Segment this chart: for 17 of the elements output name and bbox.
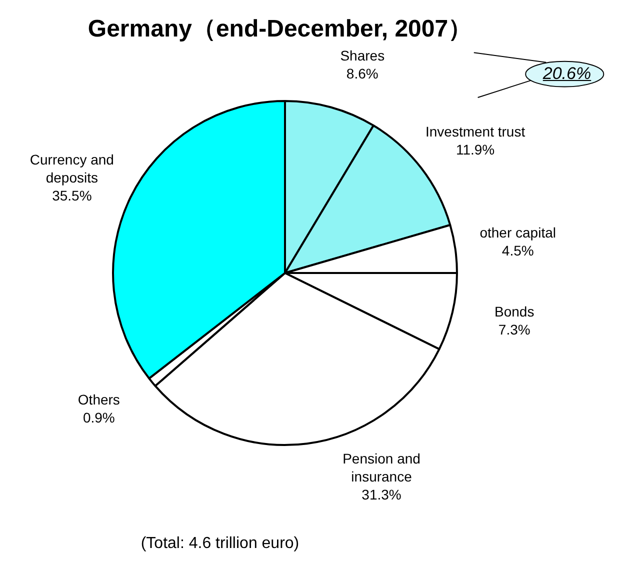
data-label: 35.5% [52,187,92,204]
slice-label: Currency and deposits [30,151,114,186]
data-label: 11.9% [456,142,495,158]
data-label: 7.3% [498,322,530,338]
text: (Total: 4.6 trillion euro) [140,535,300,553]
data-label: 31.3% [362,486,402,503]
slice-label: Pension and insurance [342,450,420,485]
chart-title: Germany（end-December, 2007） [88,16,472,43]
slice-label: Bonds [494,304,534,320]
slice-label: Others [78,391,120,408]
slice-label: Shares [340,48,385,64]
data-label: 8.6% [346,66,378,82]
data-label: 0.9% [82,409,115,426]
slice-label: Investment trust [426,124,526,140]
data-label: 4.5% [502,242,534,259]
text: 20.6% [542,64,592,84]
slice-label: other capital [480,224,556,241]
